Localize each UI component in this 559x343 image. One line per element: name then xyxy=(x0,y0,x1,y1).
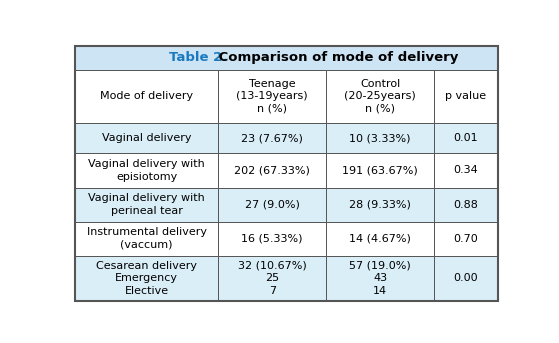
Bar xyxy=(434,153,498,188)
Bar xyxy=(326,188,434,222)
Text: 0.01: 0.01 xyxy=(454,133,479,143)
Text: Mode of delivery: Mode of delivery xyxy=(100,91,193,101)
Bar xyxy=(218,70,326,123)
Text: 191 (63.67%): 191 (63.67%) xyxy=(342,165,418,176)
Bar xyxy=(218,256,326,300)
Text: Teenage
(13-19years)
n (%): Teenage (13-19years) n (%) xyxy=(236,79,308,114)
Bar xyxy=(434,70,498,123)
Bar xyxy=(75,70,218,123)
Text: p value: p value xyxy=(446,91,486,101)
Bar xyxy=(434,123,498,153)
Text: 28 (9.33%): 28 (9.33%) xyxy=(349,200,411,210)
Text: Control
(20-25years)
n (%): Control (20-25years) n (%) xyxy=(344,79,416,114)
Bar xyxy=(326,256,434,300)
Text: 57 (19.0%)
43
14: 57 (19.0%) 43 14 xyxy=(349,261,411,296)
Text: 0.88: 0.88 xyxy=(453,200,479,210)
Text: Cesarean delivery
Emergency
Elective: Cesarean delivery Emergency Elective xyxy=(96,261,197,296)
Bar xyxy=(218,123,326,153)
Text: 202 (67.33%): 202 (67.33%) xyxy=(234,165,310,176)
Text: 16 (5.33%): 16 (5.33%) xyxy=(241,234,303,244)
Text: Vaginal delivery with
episiotomy: Vaginal delivery with episiotomy xyxy=(88,159,205,182)
Bar xyxy=(326,70,434,123)
Bar xyxy=(326,153,434,188)
Bar xyxy=(434,188,498,222)
Bar xyxy=(75,153,218,188)
Bar xyxy=(326,222,434,256)
Bar xyxy=(75,123,218,153)
Text: Vaginal delivery with
perineal tear: Vaginal delivery with perineal tear xyxy=(88,193,205,216)
Bar xyxy=(75,256,218,300)
Bar xyxy=(218,188,326,222)
Text: 10 (3.33%): 10 (3.33%) xyxy=(349,133,411,143)
Text: Table 2.: Table 2. xyxy=(169,51,228,64)
Text: Vaginal delivery: Vaginal delivery xyxy=(102,133,191,143)
Text: 0.70: 0.70 xyxy=(453,234,479,244)
Bar xyxy=(75,46,498,70)
Bar xyxy=(218,222,326,256)
Bar xyxy=(75,188,218,222)
Text: 27 (9.0%): 27 (9.0%) xyxy=(245,200,300,210)
Text: 23 (7.67%): 23 (7.67%) xyxy=(241,133,303,143)
Bar xyxy=(434,222,498,256)
Bar xyxy=(75,222,218,256)
Text: Instrumental delivery
(vaccum): Instrumental delivery (vaccum) xyxy=(87,227,207,250)
Text: 32 (10.67%)
25
7: 32 (10.67%) 25 7 xyxy=(238,261,306,296)
Text: 0.34: 0.34 xyxy=(453,165,479,176)
Bar xyxy=(326,123,434,153)
Bar xyxy=(434,256,498,300)
Text: 0.00: 0.00 xyxy=(454,273,479,283)
Text: Comparison of mode of delivery: Comparison of mode of delivery xyxy=(215,51,459,64)
Text: 14 (4.67%): 14 (4.67%) xyxy=(349,234,411,244)
Bar xyxy=(218,153,326,188)
